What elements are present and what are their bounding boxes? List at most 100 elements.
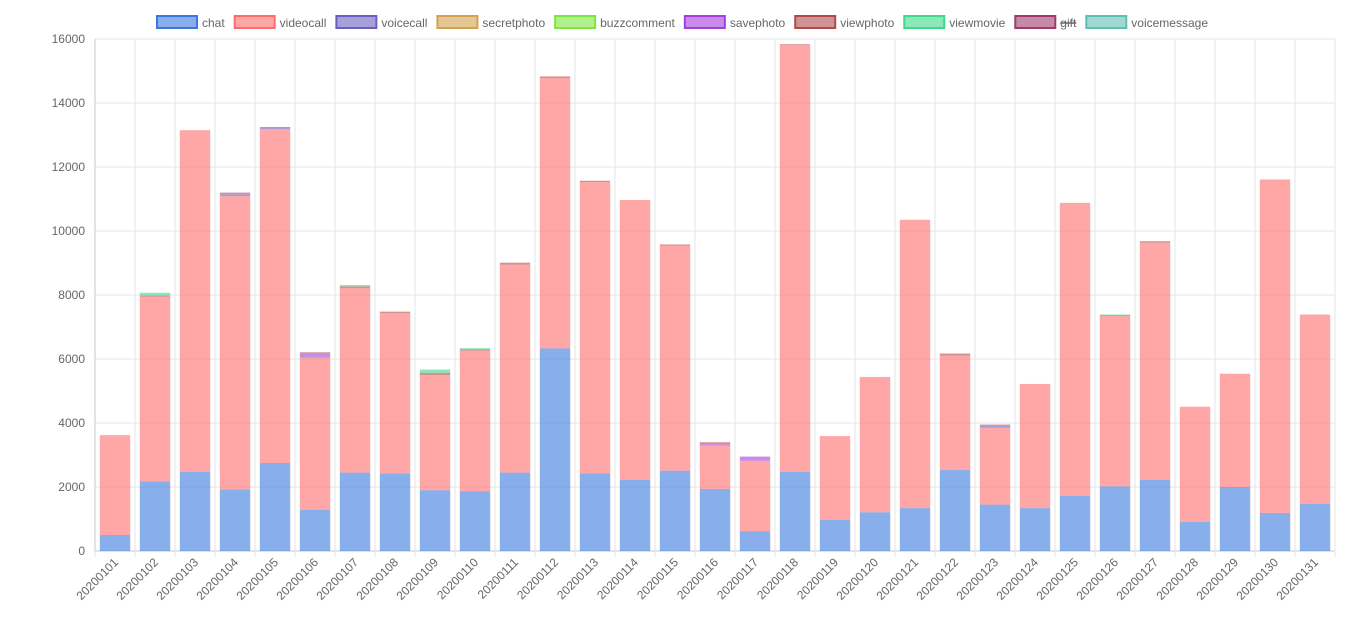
bar-segment-viewmovie[interactable] xyxy=(1099,314,1131,316)
bar-segment-videocall[interactable] xyxy=(579,182,611,474)
bar-segment-voicecall[interactable] xyxy=(979,425,1011,428)
bar-segment-chat[interactable] xyxy=(619,479,651,551)
bar-segment-chat[interactable] xyxy=(499,472,531,551)
bar-segment-videocall[interactable] xyxy=(259,129,291,464)
bar-segment-videocall[interactable] xyxy=(819,436,851,520)
bar-segment-videocall[interactable] xyxy=(139,296,171,482)
bar-segment-videocall[interactable] xyxy=(459,350,491,492)
legend-item-viewmovie[interactable]: viewmovie xyxy=(903,15,1006,30)
bar-segment-viewphoto[interactable] xyxy=(539,76,571,79)
bar-segment-viewmovie[interactable] xyxy=(419,369,451,373)
bar-segment-chat[interactable] xyxy=(859,512,891,551)
bar-segment-chat[interactable] xyxy=(339,472,371,551)
bar-segment-viewmovie[interactable] xyxy=(139,292,171,296)
bar-segment-chat[interactable] xyxy=(659,470,691,551)
bar-segment-viewphoto[interactable] xyxy=(579,180,611,183)
legend-item-voicecall[interactable]: voicecall xyxy=(335,15,427,30)
legend-item-voicemessage[interactable]: voicemessage xyxy=(1085,15,1208,30)
bar-segment-viewphoto[interactable] xyxy=(939,353,971,356)
bar-segment-videocall[interactable] xyxy=(1099,316,1131,487)
bar-segment-viewphoto[interactable] xyxy=(499,262,531,265)
legend-item-savephoto[interactable]: savephoto xyxy=(683,15,786,30)
bar-segment-chat[interactable] xyxy=(699,488,731,551)
legend[interactable]: chat videocall voicecall secretphoto buzzcom… xyxy=(155,15,1208,30)
bar-segment-chat[interactable] xyxy=(539,348,571,551)
bar-segment-voicecall[interactable] xyxy=(259,127,291,130)
bar-segment-viewphoto[interactable] xyxy=(339,286,371,289)
bar-segment-videocall[interactable] xyxy=(939,355,971,471)
bar-segment-videocall[interactable] xyxy=(1059,202,1091,496)
bar-segment-videocall[interactable] xyxy=(1019,383,1051,509)
bar-segment-chat[interactable] xyxy=(1099,486,1131,551)
bar-segment-videocall[interactable] xyxy=(979,427,1011,505)
bar-segment-videocall[interactable] xyxy=(339,288,371,473)
bar-segment-videocall[interactable] xyxy=(739,460,771,532)
legend-item-secretphoto[interactable]: secretphoto xyxy=(436,15,545,30)
bar-segment-chat[interactable] xyxy=(939,470,971,551)
bar-segment-chat[interactable] xyxy=(179,471,211,551)
bar-segment-videocall[interactable] xyxy=(379,313,411,474)
bar-segment-videocall[interactable] xyxy=(1179,406,1211,522)
bar-segment-viewphoto[interactable] xyxy=(699,442,731,445)
bar-segment-viewphoto[interactable] xyxy=(419,372,451,375)
bar-segment-voicecall[interactable] xyxy=(299,356,331,358)
bar-segment-viewphoto[interactable] xyxy=(139,295,171,297)
bar-segment-viewphoto[interactable] xyxy=(1099,315,1131,317)
bar-segment-videocall[interactable] xyxy=(619,199,651,480)
bar-segment-chat[interactable] xyxy=(579,473,611,551)
bar-segment-videocall[interactable] xyxy=(899,219,931,509)
bar-segment-viewphoto[interactable] xyxy=(659,244,691,246)
bar-segment-chat[interactable] xyxy=(419,490,451,551)
bar-segment-chat[interactable] xyxy=(459,491,491,551)
bar-segment-chat[interactable] xyxy=(779,471,811,551)
bar-segment-viewphoto[interactable] xyxy=(219,192,251,195)
bar-segment-viewphoto[interactable] xyxy=(379,311,411,314)
bar-segment-viewmovie[interactable] xyxy=(339,285,371,287)
bar-segment-videocall[interactable] xyxy=(219,196,251,490)
bar-segment-chat[interactable] xyxy=(1259,512,1291,551)
bar-segment-videocall[interactable] xyxy=(699,445,731,489)
bar-segment-chat[interactable] xyxy=(739,531,771,551)
bar-segment-chat[interactable] xyxy=(139,481,171,551)
bar-segment-videocall[interactable] xyxy=(179,130,211,472)
bar-segment-videocall[interactable] xyxy=(1139,242,1171,480)
legend-item-viewphoto[interactable]: viewphoto xyxy=(794,15,895,30)
bar-segment-chat[interactable] xyxy=(1019,508,1051,551)
bar-segment-videocall[interactable] xyxy=(1299,314,1331,504)
bar-segment-videocall[interactable] xyxy=(299,357,331,510)
legend-item-buzzcomment[interactable]: buzzcomment xyxy=(554,15,675,30)
bar-segment-savephoto[interactable] xyxy=(699,444,731,446)
bar-segment-viewmovie[interactable] xyxy=(459,348,491,350)
bar-segment-chat[interactable] xyxy=(259,463,291,551)
legend-item-videocall[interactable]: videocall xyxy=(233,15,327,30)
bar-segment-videocall[interactable] xyxy=(1219,373,1251,487)
bar-segment-videocall[interactable] xyxy=(419,375,451,491)
bar-segment-viewphoto[interactable] xyxy=(259,127,291,128)
bar-segment-chat[interactable] xyxy=(1059,495,1091,551)
bar-segment-voicecall[interactable] xyxy=(219,194,251,197)
bar-segment-videocall[interactable] xyxy=(779,44,811,472)
bar-segment-chat[interactable] xyxy=(379,473,411,551)
bar-segment-videocall[interactable] xyxy=(659,245,691,471)
legend-item-chat[interactable]: chat xyxy=(155,15,225,30)
bar-segment-viewphoto[interactable] xyxy=(299,352,331,354)
bar-segment-chat[interactable] xyxy=(1179,521,1211,551)
bar-segment-viewphoto[interactable] xyxy=(779,44,811,45)
bar-segment-viewphoto[interactable] xyxy=(459,349,491,351)
bar-segment-viewphoto[interactable] xyxy=(979,424,1011,426)
bar-segment-videocall[interactable] xyxy=(859,376,891,513)
bar-segment-viewphoto[interactable] xyxy=(1139,241,1171,243)
bar-segment-chat[interactable] xyxy=(219,489,251,551)
bar-segment-videocall[interactable] xyxy=(539,78,571,349)
bar-segment-chat[interactable] xyxy=(99,535,131,551)
bar-segment-videocall[interactable] xyxy=(1259,179,1291,513)
bar-segment-chat[interactable] xyxy=(819,519,851,551)
bar-segment-savephoto[interactable] xyxy=(739,456,771,461)
bar-segment-videocall[interactable] xyxy=(99,435,131,535)
bar-segment-chat[interactable] xyxy=(299,509,331,551)
bar-segment-chat[interactable] xyxy=(979,504,1011,551)
legend-item-gift[interactable]: gift xyxy=(1014,15,1077,30)
bar-segment-chat[interactable] xyxy=(1299,503,1331,551)
bar-segment-savephoto[interactable] xyxy=(299,353,331,357)
bar-segment-chat[interactable] xyxy=(1219,487,1251,551)
